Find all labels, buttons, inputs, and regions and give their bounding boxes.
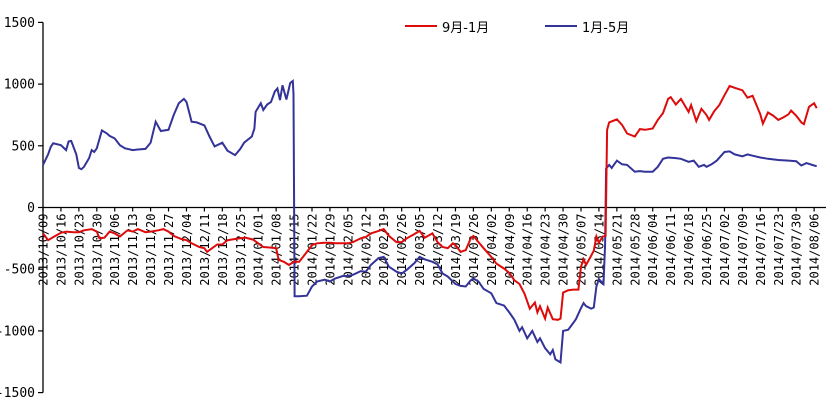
y-tick-label: 1500 xyxy=(4,16,35,31)
x-tick-label: 2014/06/11 xyxy=(664,214,678,286)
x-tick-label: 2014/06/25 xyxy=(700,214,714,286)
x-tick-label: 2013/11/06 xyxy=(108,214,122,286)
x-tick-label: 2014/02/05 xyxy=(341,214,355,286)
x-tick-label: 2014/04/09 xyxy=(503,214,517,286)
x-tick-label: 2013/10/09 xyxy=(37,214,51,286)
x-tick-label: 2014/02/26 xyxy=(395,214,409,286)
x-tick-label: 2014/07/02 xyxy=(718,214,732,286)
x-tick-label: 2013/11/13 xyxy=(126,214,140,286)
legend-line-blue-icon xyxy=(545,25,577,27)
legend-label-jan-may: 1月-5月 xyxy=(582,20,630,36)
x-tick-label: 2013/11/20 xyxy=(144,214,158,286)
y-tick-label: 1000 xyxy=(4,78,35,93)
x-tick-label: 2013/10/30 xyxy=(90,214,104,286)
y-tick-label: -500 xyxy=(4,263,35,278)
y-tick-label: 0 xyxy=(27,201,35,216)
x-tick-label: 2014/07/23 xyxy=(772,214,786,286)
x-tick-label: 2014/08/06 xyxy=(808,214,822,286)
y-tick-label: 500 xyxy=(12,139,35,154)
x-tick-label: 2014/03/26 xyxy=(467,213,481,285)
x-tick-label: 2014/05/21 xyxy=(610,214,624,286)
x-tick-label: 2014/07/30 xyxy=(790,214,804,286)
x-tick-label: 2014/07/09 xyxy=(736,214,750,286)
series-line-1 xyxy=(42,78,817,365)
x-tick-label: 2014/03/12 xyxy=(431,214,445,286)
x-tick-label: 2013/11/27 xyxy=(162,214,176,286)
x-tick-label: 2014/04/16 xyxy=(521,214,535,286)
x-tick-label: 2014/05/07 xyxy=(574,214,588,286)
x-tick-label: 2014/03/19 xyxy=(449,213,463,285)
x-tick-label: 2014/07/16 xyxy=(754,214,768,286)
x-tick-label: 2014/04/23 xyxy=(539,214,553,286)
legend-item-jan-may: 1月-5月 xyxy=(545,19,630,36)
legend-label-sep-jan: 9月-1月 xyxy=(442,20,490,36)
x-tick-label: 2014/06/18 xyxy=(682,214,696,286)
axes: 150010005000-500-1000-15002013/10/092013… xyxy=(0,16,826,401)
x-tick-label: 2014/06/04 xyxy=(646,214,660,286)
y-tick-label: -1500 xyxy=(0,386,35,401)
x-tick-label: 2014/02/19 xyxy=(377,214,391,286)
x-tick-label: 2014/05/28 xyxy=(628,214,642,286)
series-line-0 xyxy=(42,84,818,322)
legend-line-red-icon xyxy=(405,25,437,27)
x-tick-label: 2014/04/02 xyxy=(485,214,499,286)
x-tick-label: 2013/12/25 xyxy=(234,214,248,286)
y-tick-label: -1000 xyxy=(0,324,35,339)
x-tick-label: 2014/05/14 xyxy=(592,214,606,286)
x-tick-label: 2013/12/04 xyxy=(180,213,194,285)
x-tick-label: 2014/01/29 xyxy=(323,214,337,286)
x-tick-label: 2014/01/01 xyxy=(252,214,266,286)
x-tick-label: 2014/01/22 xyxy=(305,214,319,286)
x-tick-label: 2013/10/23 xyxy=(72,214,86,286)
x-tick-label: 2013/12/18 xyxy=(216,214,230,286)
x-tick-label: 2014/04/30 xyxy=(557,214,571,286)
x-tick-label: 2013/10/16 xyxy=(54,214,68,286)
legend-item-sep-jan: 9月-1月 xyxy=(405,19,490,36)
x-tick-label: 2014/02/12 xyxy=(359,214,373,286)
x-tick-label: 2014/03/05 xyxy=(413,214,427,286)
